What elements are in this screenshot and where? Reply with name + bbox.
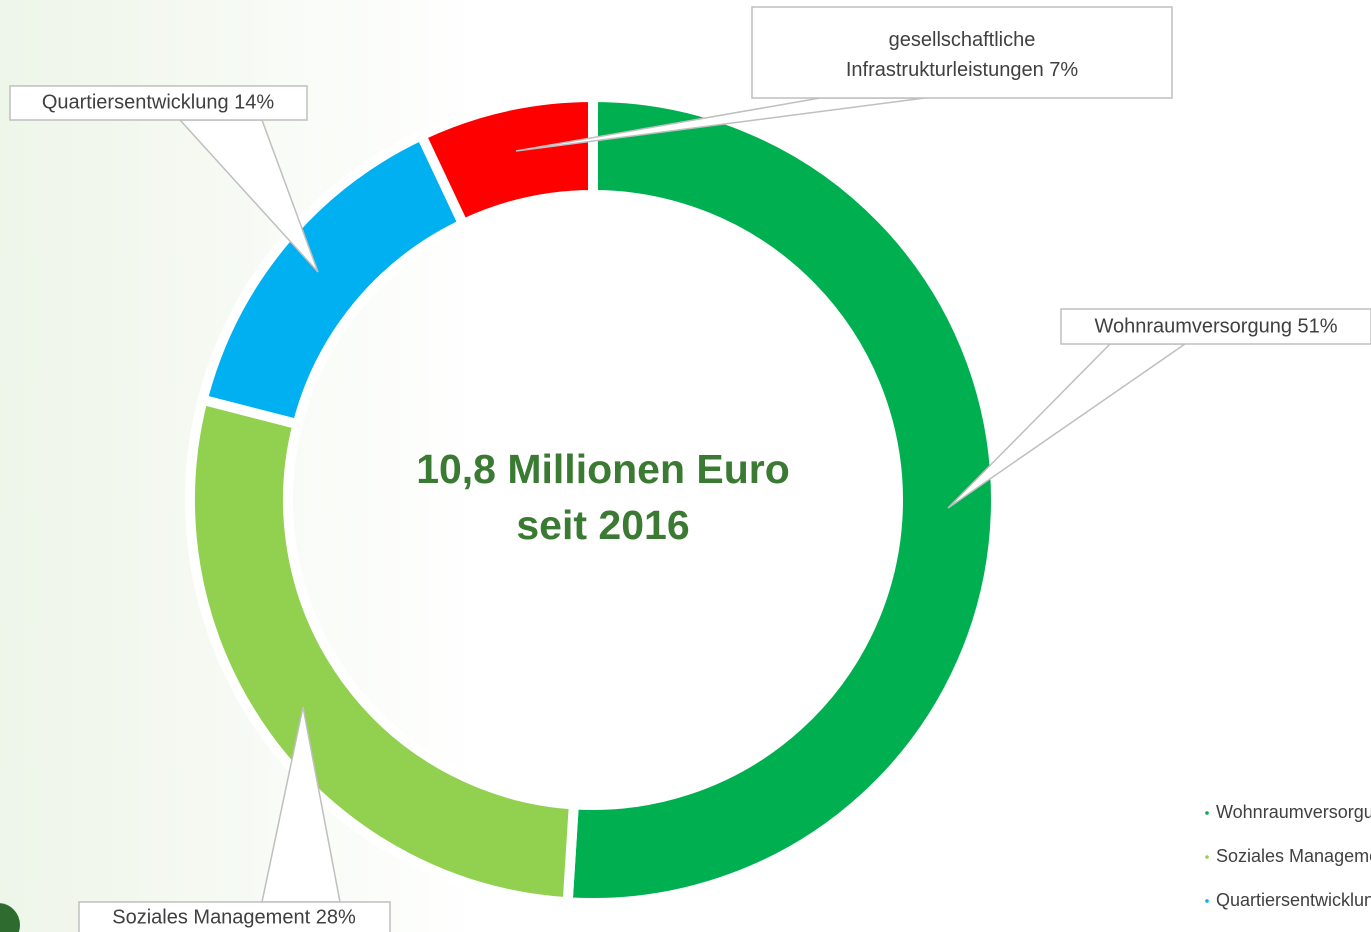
data-label: gesellschaftliche Infrastrukturleistungen…	[846, 29, 1079, 81]
donut-segment	[562, 91, 1001, 908]
center-title: 10,8 Millionen Euro	[416, 446, 790, 492]
callout-box	[9, 85, 308, 121]
data-label-callout: Quartiersentwicklung 14%	[9, 85, 319, 273]
data-label-callout: Wohnraumversorgung 51%	[947, 308, 1371, 509]
data-label: Soziales Management 28%	[112, 906, 356, 928]
data-label-callout: Soziales Management 28%	[78, 706, 391, 932]
legend-marker	[1205, 899, 1209, 903]
data-label: Quartiersentwicklung 14%	[42, 91, 275, 113]
legend-label: Quartiersentwicklung	[1216, 890, 1371, 910]
callout-box	[78, 901, 391, 932]
data-label: Wohnraumversorgung 51%	[1094, 315, 1337, 337]
decoration	[0, 903, 20, 932]
legend-marker	[1205, 811, 1209, 815]
data-label-callout: gesellschaftliche Infrastrukturleistungen…	[515, 6, 1173, 152]
callout-box	[751, 6, 1173, 99]
donut-segment	[185, 393, 580, 908]
center-subtitle: seit 2016	[516, 502, 689, 548]
legend-label: Wohnraumversorgung	[1216, 802, 1371, 822]
callout-box	[1060, 308, 1371, 345]
legend-marker	[1205, 855, 1209, 859]
legend-label: Soziales Management	[1216, 846, 1371, 866]
donut-segment	[414, 91, 598, 231]
